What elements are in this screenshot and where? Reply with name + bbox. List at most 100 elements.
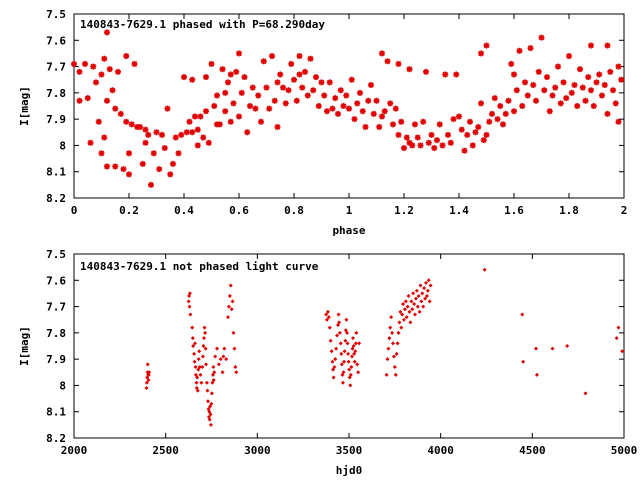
data-point [93, 79, 99, 86]
data-point [588, 87, 594, 94]
data-point [533, 97, 539, 104]
data-point [204, 380, 209, 385]
phased-y-tick-label: 7.8 [46, 87, 66, 100]
data-point [544, 74, 550, 81]
data-point [139, 160, 146, 167]
data-point [417, 142, 424, 149]
data-point [620, 349, 625, 354]
data-point [534, 346, 538, 351]
data-point [357, 89, 363, 96]
data-point [411, 291, 416, 296]
data-point [601, 81, 608, 88]
data-point [585, 74, 592, 81]
data-point [233, 365, 238, 370]
data-point [211, 103, 218, 109]
data-point [362, 124, 369, 131]
unphased-y-tick-label: 8 [59, 379, 66, 392]
data-point [590, 103, 597, 109]
data-point [299, 84, 306, 91]
data-point [241, 74, 248, 81]
unphased-y-tick-label: 7.5 [46, 248, 66, 261]
data-point [332, 95, 339, 102]
data-point [181, 74, 187, 81]
data-point [228, 283, 233, 288]
data-point [227, 118, 234, 125]
data-point [511, 71, 517, 78]
data-point [384, 58, 391, 65]
data-point [137, 124, 143, 131]
unphased-data-points [144, 267, 625, 427]
data-point [593, 79, 600, 86]
data-point [153, 129, 160, 136]
data-point [205, 139, 212, 146]
data-point [142, 139, 149, 146]
data-point [145, 362, 150, 367]
data-point [436, 121, 443, 128]
data-point [76, 97, 83, 104]
data-point [208, 422, 213, 427]
data-point [266, 105, 273, 112]
data-point [144, 386, 149, 391]
data-point [282, 100, 289, 107]
data-point [483, 42, 490, 49]
data-point [302, 68, 308, 75]
data-point [291, 76, 297, 83]
data-point [202, 325, 207, 330]
data-point [280, 84, 286, 91]
data-point [304, 92, 311, 99]
data-point [420, 291, 425, 296]
data-point [318, 79, 325, 86]
data-point [388, 325, 393, 330]
data-point [101, 55, 108, 62]
data-point [483, 131, 490, 138]
data-point [351, 336, 356, 341]
data-point [167, 171, 174, 178]
data-point [568, 89, 575, 96]
data-point [196, 357, 201, 362]
data-point [269, 53, 275, 60]
data-point [395, 341, 400, 346]
data-point [348, 383, 353, 388]
data-point [339, 351, 344, 356]
unphased-x-tick-label: 3500 [336, 444, 363, 457]
data-point [123, 118, 130, 125]
data-point [197, 349, 202, 354]
phased-data-points [71, 29, 625, 188]
data-point [328, 338, 333, 343]
phased-ticks: 0 0.2 0.4 0.6 0.8 1 1.2 1.4 1.6 1.8 2 7.5 7.6 7.7 7.8 7… [46, 8, 627, 217]
data-point [159, 131, 165, 138]
data-point [123, 53, 130, 60]
data-point [329, 105, 336, 112]
data-point [98, 71, 105, 78]
data-point [201, 336, 206, 341]
data-point [384, 372, 389, 377]
data-point [233, 68, 240, 75]
data-point [263, 84, 270, 91]
data-point [577, 66, 583, 73]
data-point [442, 71, 449, 78]
data-point [409, 299, 414, 304]
data-point [405, 304, 410, 309]
data-point [199, 380, 204, 385]
data-point [396, 330, 401, 335]
phased-x-tick-label: 0.4 [174, 204, 194, 217]
phased-y-tick-label: 7.7 [46, 61, 66, 74]
data-point [346, 359, 351, 364]
data-point [583, 391, 588, 396]
data-point [478, 50, 484, 57]
data-point [209, 401, 214, 406]
phased-x-tick-label: 1.4 [449, 204, 469, 217]
data-point [354, 100, 361, 107]
data-point [229, 307, 234, 312]
data-point [340, 380, 345, 385]
data-point [175, 150, 182, 157]
data-point [505, 97, 512, 104]
data-point [338, 341, 343, 346]
phased-y-tick-label: 8.2 [46, 192, 66, 205]
data-point [90, 63, 97, 70]
data-point [82, 60, 88, 67]
data-point [109, 87, 116, 94]
data-point [614, 336, 619, 341]
data-point [234, 370, 239, 375]
data-point [390, 121, 396, 128]
